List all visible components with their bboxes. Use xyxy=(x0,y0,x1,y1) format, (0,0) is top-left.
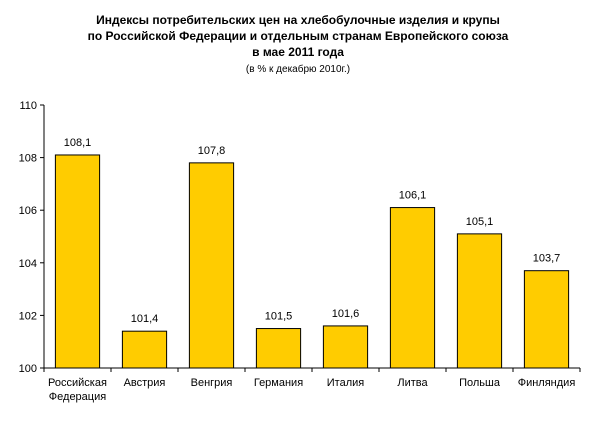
y-tick-label: 104 xyxy=(19,258,37,270)
bar xyxy=(188,162,235,369)
y-tick-label: 108 xyxy=(19,153,37,165)
plot-area: 100 102 104 106 108 110 108,1 Российская Федерац… xyxy=(19,100,581,403)
x-tick-label: Италия xyxy=(327,377,365,389)
x-tick-label: Федерация xyxy=(49,391,106,403)
x-tick-label: Литва xyxy=(397,377,428,389)
chart-title-line-3: в мае 2011 года xyxy=(252,45,344,59)
x-tick-label: Венгрия xyxy=(191,377,233,389)
bar xyxy=(255,328,302,369)
bar xyxy=(389,207,436,369)
bar xyxy=(121,330,168,369)
y-tick-label: 110 xyxy=(19,100,37,112)
x-tick-label: Финляндия xyxy=(518,377,576,389)
bar xyxy=(523,270,570,369)
y-tick-label: 106 xyxy=(19,205,37,217)
chart-title: Индексы потребительских цен на хлебобуло… xyxy=(88,13,509,59)
chart-title-line-2: по Российской Федерации и отдельным стра… xyxy=(88,29,509,43)
data-label: 101,5 xyxy=(265,311,293,323)
data-label: 101,4 xyxy=(131,313,159,325)
data-label: 101,6 xyxy=(332,308,360,320)
bar xyxy=(456,233,503,369)
data-label: 105,1 xyxy=(466,216,494,228)
x-tick-label: Российская xyxy=(48,377,107,389)
x-tick-label: Польша xyxy=(459,377,501,389)
data-label: 103,7 xyxy=(533,253,561,265)
bar xyxy=(322,325,369,369)
x-tick-label: Германия xyxy=(254,377,303,389)
x-tick-label: Австрия xyxy=(124,377,166,389)
data-label: 108,1 xyxy=(64,137,92,149)
data-label: 106,1 xyxy=(399,190,427,202)
chart-title-line-1: Индексы потребительских цен на хлебобуло… xyxy=(96,13,500,27)
y-tick-label: 102 xyxy=(19,310,37,322)
chart-subtitle: (в % к декабрю 2010г.) xyxy=(246,63,350,75)
y-tick-label: 100 xyxy=(19,363,37,375)
bar xyxy=(54,154,101,369)
data-label: 107,8 xyxy=(198,145,226,157)
